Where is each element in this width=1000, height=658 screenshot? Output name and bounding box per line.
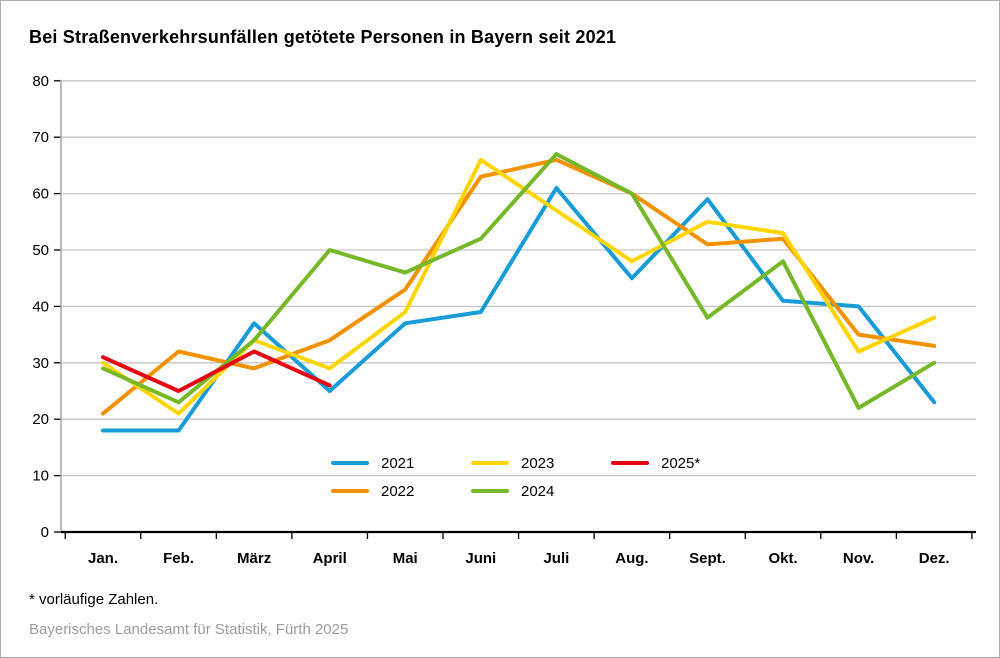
legend-item-2023: 2023 (471, 455, 611, 472)
series-line-2025 (101, 349, 332, 393)
x-tick-label-Mai: Mai (393, 550, 418, 567)
legend-label-2025: 2025* (661, 454, 701, 472)
chart-title: Bei Straßenverkehrsunfällen getötete Per… (29, 27, 617, 47)
series-line-2021 (101, 186, 937, 433)
x-tick-label-Okt: Okt. (768, 550, 797, 567)
legend-item-2024: 2024 (471, 483, 611, 500)
y-tick-label: 60 (32, 186, 49, 203)
legend-swatch-2022 (331, 489, 369, 493)
legend-item-2021: 2021 (331, 455, 471, 472)
legend-label-2024: 2024 (521, 482, 555, 500)
y-tick-label: 50 (32, 242, 49, 259)
x-tick-label-Jan: Jan. (88, 550, 118, 567)
x-tick-label-April: April (313, 550, 347, 567)
legend-label-2021: 2021 (381, 454, 415, 472)
y-tick-label: 20 (32, 411, 49, 428)
x-tick-label-Dez: Dez. (919, 550, 950, 567)
legend-label-2023: 2023 (521, 454, 555, 472)
legend-swatch-2024 (471, 489, 509, 493)
legend-swatch-2023 (471, 461, 509, 465)
y-tick-label: 30 (32, 355, 49, 372)
series-line-2024 (101, 152, 937, 410)
y-tick-label: 10 (32, 468, 49, 485)
chart-legend: 2021 2022 2023 2024 2025* (331, 449, 700, 505)
y-tick-label: 40 (32, 298, 49, 315)
y-tick-label: 70 (32, 129, 49, 146)
x-tick-label-Juni: Juni (465, 550, 496, 567)
x-tick-label-Aug: Aug. (615, 550, 648, 567)
x-tick-label-März: März (237, 550, 271, 567)
legend-item-2025: 2025* (611, 455, 700, 472)
x-tick-label-Feb: Feb. (163, 550, 194, 567)
source-credit: Bayerisches Landesamt für Statistik, Für… (29, 621, 349, 638)
y-tick-label: 0 (41, 524, 49, 541)
legend-swatch-2021 (331, 461, 369, 465)
legend-item-2022: 2022 (331, 483, 471, 500)
legend-label-2022: 2022 (381, 482, 415, 500)
footnote: * vorläufige Zahlen. (29, 591, 159, 608)
y-tick-label: 80 (32, 73, 49, 90)
x-tick-label-Nov: Nov. (843, 550, 874, 567)
legend-swatch-2025 (611, 461, 649, 465)
x-tick-label-Juli: Juli (543, 550, 569, 567)
x-tick-label-Sept: Sept. (689, 550, 726, 567)
